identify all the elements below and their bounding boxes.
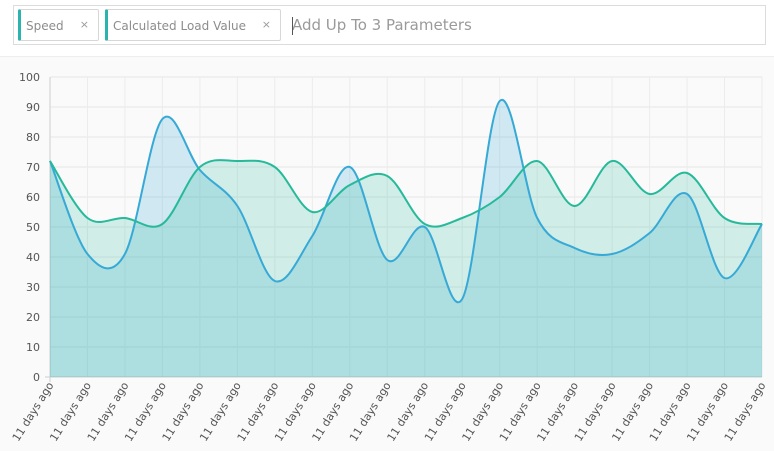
- y-tick-label: 40: [26, 251, 40, 264]
- parameter-chip-label: Speed: [26, 19, 64, 33]
- add-parameter-input[interactable]: [292, 11, 752, 39]
- y-tick-label: 100: [19, 71, 40, 84]
- y-tick-label: 60: [26, 191, 40, 204]
- y-tick-label: 30: [26, 281, 40, 294]
- remove-parameter-icon[interactable]: ×: [79, 18, 89, 31]
- y-tick-label: 50: [26, 221, 40, 234]
- y-tick-label: 90: [26, 101, 40, 114]
- parameter-selector: Speed × Calculated Load Value ×: [13, 5, 766, 45]
- remove-parameter-icon[interactable]: ×: [261, 18, 271, 31]
- y-tick-label: 0: [33, 371, 40, 384]
- y-tick-label: 80: [26, 131, 40, 144]
- chart-area: 0 10 20 30 40 50 60 70 80 90 100 11 days ago 11 days…: [0, 56, 774, 451]
- text-cursor: [292, 17, 293, 35]
- area-fill-speed: [50, 99, 762, 378]
- parameter-chip-label: Calculated Load Value: [113, 19, 247, 33]
- series-line-calculated-load-value: [49, 159, 763, 228]
- parameter-chip-calculated-load[interactable]: Calculated Load Value ×: [105, 9, 281, 41]
- y-tick-label: 10: [26, 341, 40, 354]
- area-fill-calculated-load-value: [50, 160, 762, 377]
- y-tick-label: 70: [26, 161, 40, 174]
- parameter-chip-speed[interactable]: Speed ×: [18, 9, 99, 41]
- y-tick-label: 20: [26, 311, 40, 324]
- series-line-speed: [49, 98, 763, 304]
